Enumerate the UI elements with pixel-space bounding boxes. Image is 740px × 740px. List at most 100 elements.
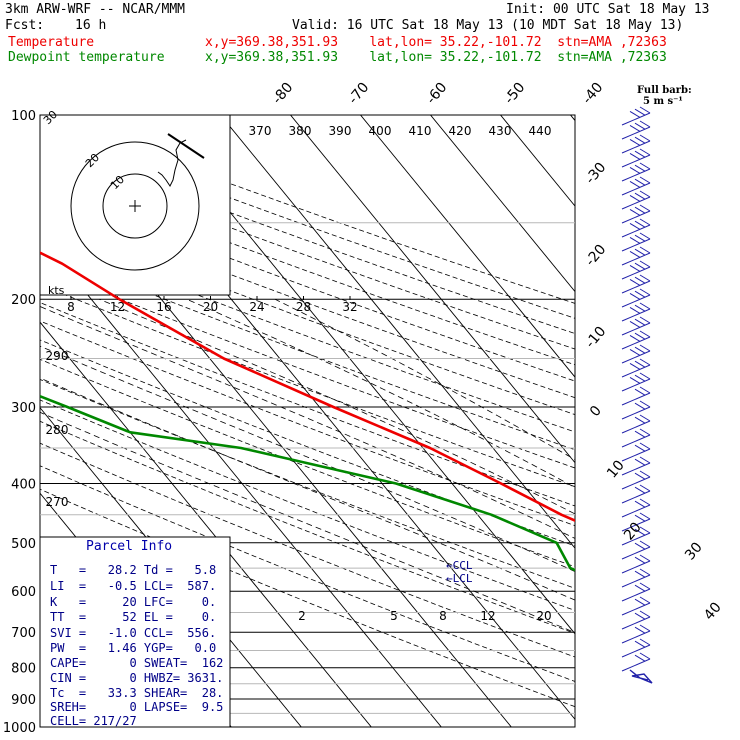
pressure-tick-label: 400 <box>11 477 36 492</box>
pressure-tick-label: 500 <box>11 537 36 552</box>
pressure-tick-label: 1000 <box>3 721 36 736</box>
wind-barb-flag <box>639 162 651 170</box>
wind-barb-flag <box>639 344 651 352</box>
wind-barb-staff <box>621 280 651 294</box>
dry-adiabat-line <box>40 200 575 399</box>
theta-label: 420 <box>449 124 472 138</box>
wind-barb-flag <box>634 528 646 536</box>
wind-barb-staff <box>621 112 651 126</box>
wind-barb-flag <box>639 484 651 492</box>
wind-barb-flag <box>634 108 646 116</box>
isotherm-line <box>40 235 442 727</box>
mixing-ratio-label: 12 <box>480 609 495 623</box>
wind-barb-flag <box>634 444 646 452</box>
wind-barb-flag <box>634 458 646 466</box>
theta-label: 380 <box>289 124 312 138</box>
wind-barb-flag <box>634 626 646 634</box>
dry-adiabat-line <box>40 378 575 589</box>
theta-side-label: 280 <box>46 423 69 437</box>
wind-barb-flag <box>634 500 646 508</box>
wind-barb-staff <box>621 616 651 630</box>
isotherm-line <box>289 115 575 464</box>
wind-barb-staff <box>621 378 651 392</box>
wind-barb-flag <box>634 122 646 130</box>
wind-barb-flag <box>639 400 651 408</box>
wind-barb-flag <box>634 486 646 494</box>
wind-barb-staff <box>621 630 651 644</box>
wind-barb-staff <box>621 588 651 602</box>
wind-barb-flag <box>639 414 651 422</box>
isotherm-line <box>429 115 575 293</box>
isotherm-line <box>40 321 372 727</box>
wind-barb-flag <box>629 208 641 216</box>
wind-barb-staff <box>621 336 651 350</box>
wind-barb-flag <box>629 306 641 314</box>
isotherm-label: -70 <box>345 80 372 108</box>
hodograph-speed-label: 12 <box>110 300 125 314</box>
wind-barb-flag <box>629 376 641 384</box>
hodograph-speed-label: 32 <box>342 300 357 314</box>
isotherm-label: -40 <box>579 80 606 108</box>
wind-barb-flag <box>639 568 651 576</box>
pressure-tick-label: 900 <box>11 693 36 708</box>
wind-barb-flag <box>634 388 646 396</box>
wind-barb-flag <box>639 176 651 184</box>
wind-barb-staff <box>621 182 651 196</box>
wind-barb-staff <box>621 574 651 588</box>
wind-barb-flag <box>634 402 646 410</box>
wind-barb-flag <box>639 246 651 254</box>
isotherm-line <box>592 56 740 740</box>
init-time: Init: 00 UTC Sat 18 May 13 <box>506 2 710 17</box>
parcel-row: SVI = -1.0 CCL= 556. <box>50 626 217 640</box>
wind-barb-flag <box>639 120 651 128</box>
wind-barb-flag <box>639 512 651 520</box>
wind-barb-flag <box>629 138 641 146</box>
wind-barb-flag <box>634 164 646 172</box>
hodograph-speed-label: 24 <box>249 300 264 314</box>
parcel-row: CAPE= 0 SWEAT= 162 <box>50 656 224 670</box>
wind-barb-staff <box>621 532 651 546</box>
wind-barb-staff <box>621 392 651 406</box>
hodograph-speed-label: 20 <box>203 300 218 314</box>
dry-adiabat-line <box>40 169 575 366</box>
fcst-label: Fcst: <box>5 18 45 33</box>
pressure-tick-label: 600 <box>11 585 36 600</box>
dewpoint-label: Dewpoint temperature <box>8 50 165 65</box>
theta-side-label: 290 <box>46 349 69 363</box>
valid-time: Valid: 16 UTC Sat 18 May 13 (10 MDT Sat … <box>292 18 684 33</box>
wind-barb-staff <box>621 154 651 168</box>
wind-barb-staff <box>621 364 651 378</box>
moist-adiabat-line <box>99 298 575 515</box>
parcel-row: CIN = 0 HWBZ= 3631. <box>50 671 224 685</box>
theta-label: 390 <box>329 124 352 138</box>
hodograph-speed-label: 28 <box>296 300 311 314</box>
pressure-tick-label: 300 <box>11 401 36 416</box>
wind-barb-flag <box>639 358 651 366</box>
wind-barb-staff <box>621 168 651 182</box>
mixing-ratio-label: 2 <box>298 609 306 623</box>
wind-barb-flag <box>629 362 641 370</box>
isotherm-line <box>499 115 575 207</box>
wind-barb-flag <box>634 346 646 354</box>
wind-barb-surface-cluster <box>629 669 653 684</box>
wind-barb-flag <box>629 264 641 272</box>
wind-barb-flag <box>629 166 641 174</box>
mixing-ratio-label: 8 <box>439 609 447 623</box>
isotherm-line <box>662 56 740 740</box>
dry-adiabat-line <box>40 420 575 634</box>
wind-barb-flag <box>639 134 651 142</box>
wind-barb-flag <box>639 218 651 226</box>
lcl-marker: ←LCL <box>446 572 473 585</box>
wind-barb-flag <box>629 250 641 258</box>
wind-barb-staff <box>621 448 651 462</box>
wind-barb-flag <box>639 330 651 338</box>
moist-adiabat-line <box>274 298 575 461</box>
wind-barb-flag <box>634 514 646 522</box>
wind-barb-staff <box>621 224 651 238</box>
wind-barb-flag <box>634 360 646 368</box>
parcel-info-box <box>39 536 231 728</box>
wind-barb-flag <box>634 262 646 270</box>
barb-legend-line1: Full barb: <box>637 85 692 96</box>
wind-barb-staff <box>621 560 651 574</box>
